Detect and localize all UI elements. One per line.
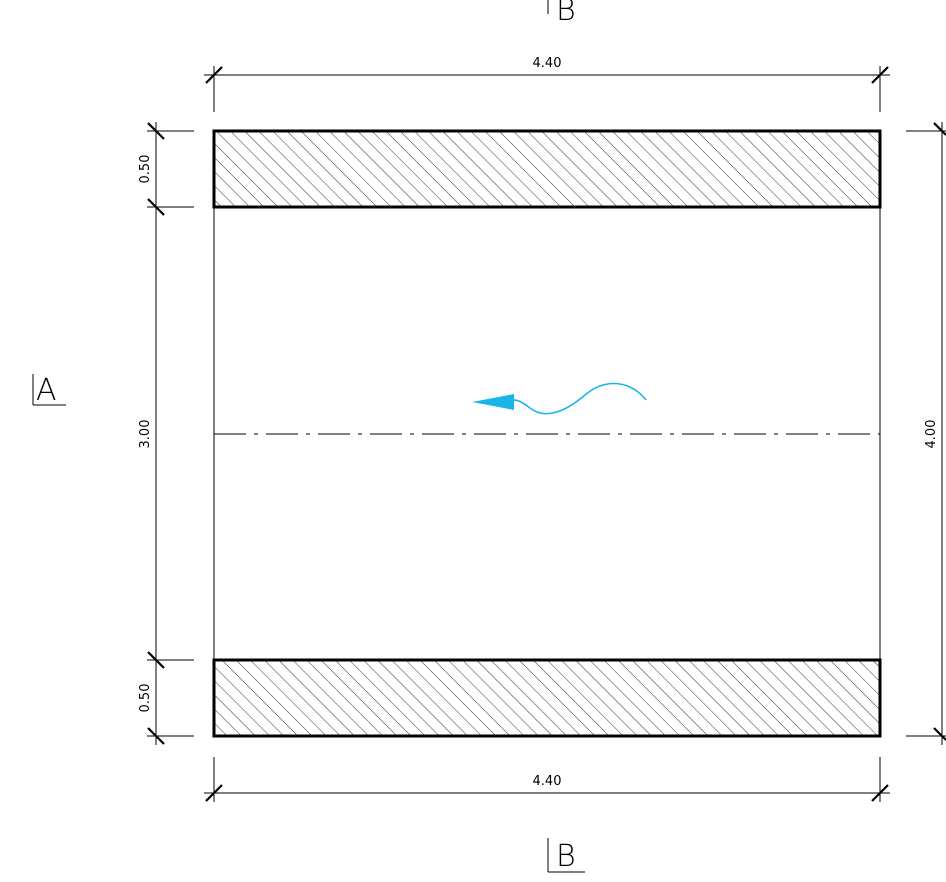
top-width-label: 4.40 [533,56,562,71]
section-marker-top: B [547,0,576,28]
total-height-label: 4.00 [924,420,939,449]
bottom-slab [212,658,882,738]
section-label-top: B [556,0,576,28]
section-label-left: A [36,373,57,408]
left-height-dimension: 0.50 3.00 0.50 [138,122,194,745]
section-label-bottom: B [556,839,576,874]
bottom-width-dimension: 4.40 [204,757,890,802]
right-height-dimension: 4.00 [906,122,946,745]
top-width-dimension: 4.40 [204,56,890,112]
bottom-slab-thickness-label: 0.50 [138,684,153,713]
section-marker-left: A [32,373,66,408]
section-marker-bottom: B [547,838,585,874]
clear-height-label: 3.00 [138,420,153,449]
flow-direction-arrow-icon [472,382,647,415]
top-slab [212,129,882,209]
top-slab-thickness-label: 0.50 [138,155,153,184]
bottom-width-label: 4.40 [533,774,562,789]
